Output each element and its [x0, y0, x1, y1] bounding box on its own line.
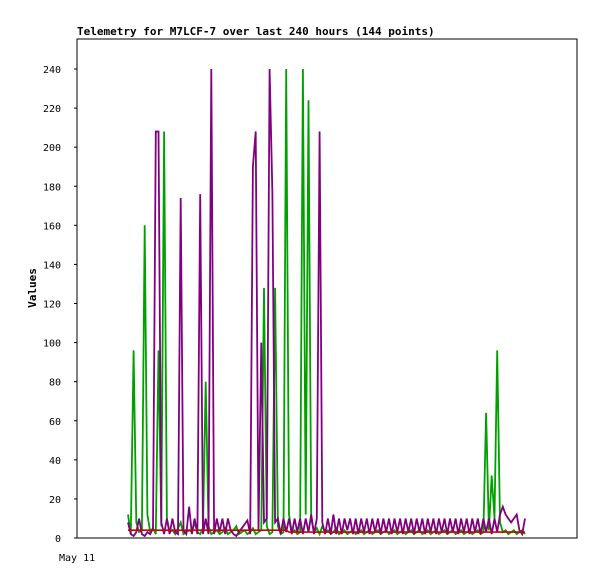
y-tick-label: 200 — [43, 143, 61, 154]
y-tick-label: 160 — [43, 221, 61, 232]
y-tick-label: 40 — [49, 456, 61, 467]
y-tick-label: 140 — [43, 260, 61, 271]
y-tick-label: 0 — [55, 534, 61, 545]
y-tick-label: 180 — [43, 182, 61, 193]
y-tick-label: 120 — [43, 300, 61, 311]
series-line-2 — [127, 68, 526, 538]
plot-area — [76, 38, 578, 539]
chart-title: Telemetry for M7LCF-7 over last 240 hour… — [77, 25, 435, 38]
y-tick-label: 240 — [43, 65, 61, 76]
y-tick-label: 20 — [49, 495, 61, 506]
series-group — [127, 68, 526, 538]
y-axis-label: Values — [26, 268, 39, 308]
series-line-1 — [127, 68, 526, 537]
y-tick-label: 80 — [49, 378, 61, 389]
y-axis-ticks: 0 20 40 60 80 100 120 140 160 180 200 220 240 — [43, 65, 77, 545]
series-line-3 — [128, 529, 525, 533]
x-tick-label: May 11 — [59, 553, 95, 564]
y-tick-label: 100 — [43, 339, 61, 350]
y-tick-label: 220 — [43, 104, 61, 115]
y-tick-label: 60 — [49, 417, 61, 428]
